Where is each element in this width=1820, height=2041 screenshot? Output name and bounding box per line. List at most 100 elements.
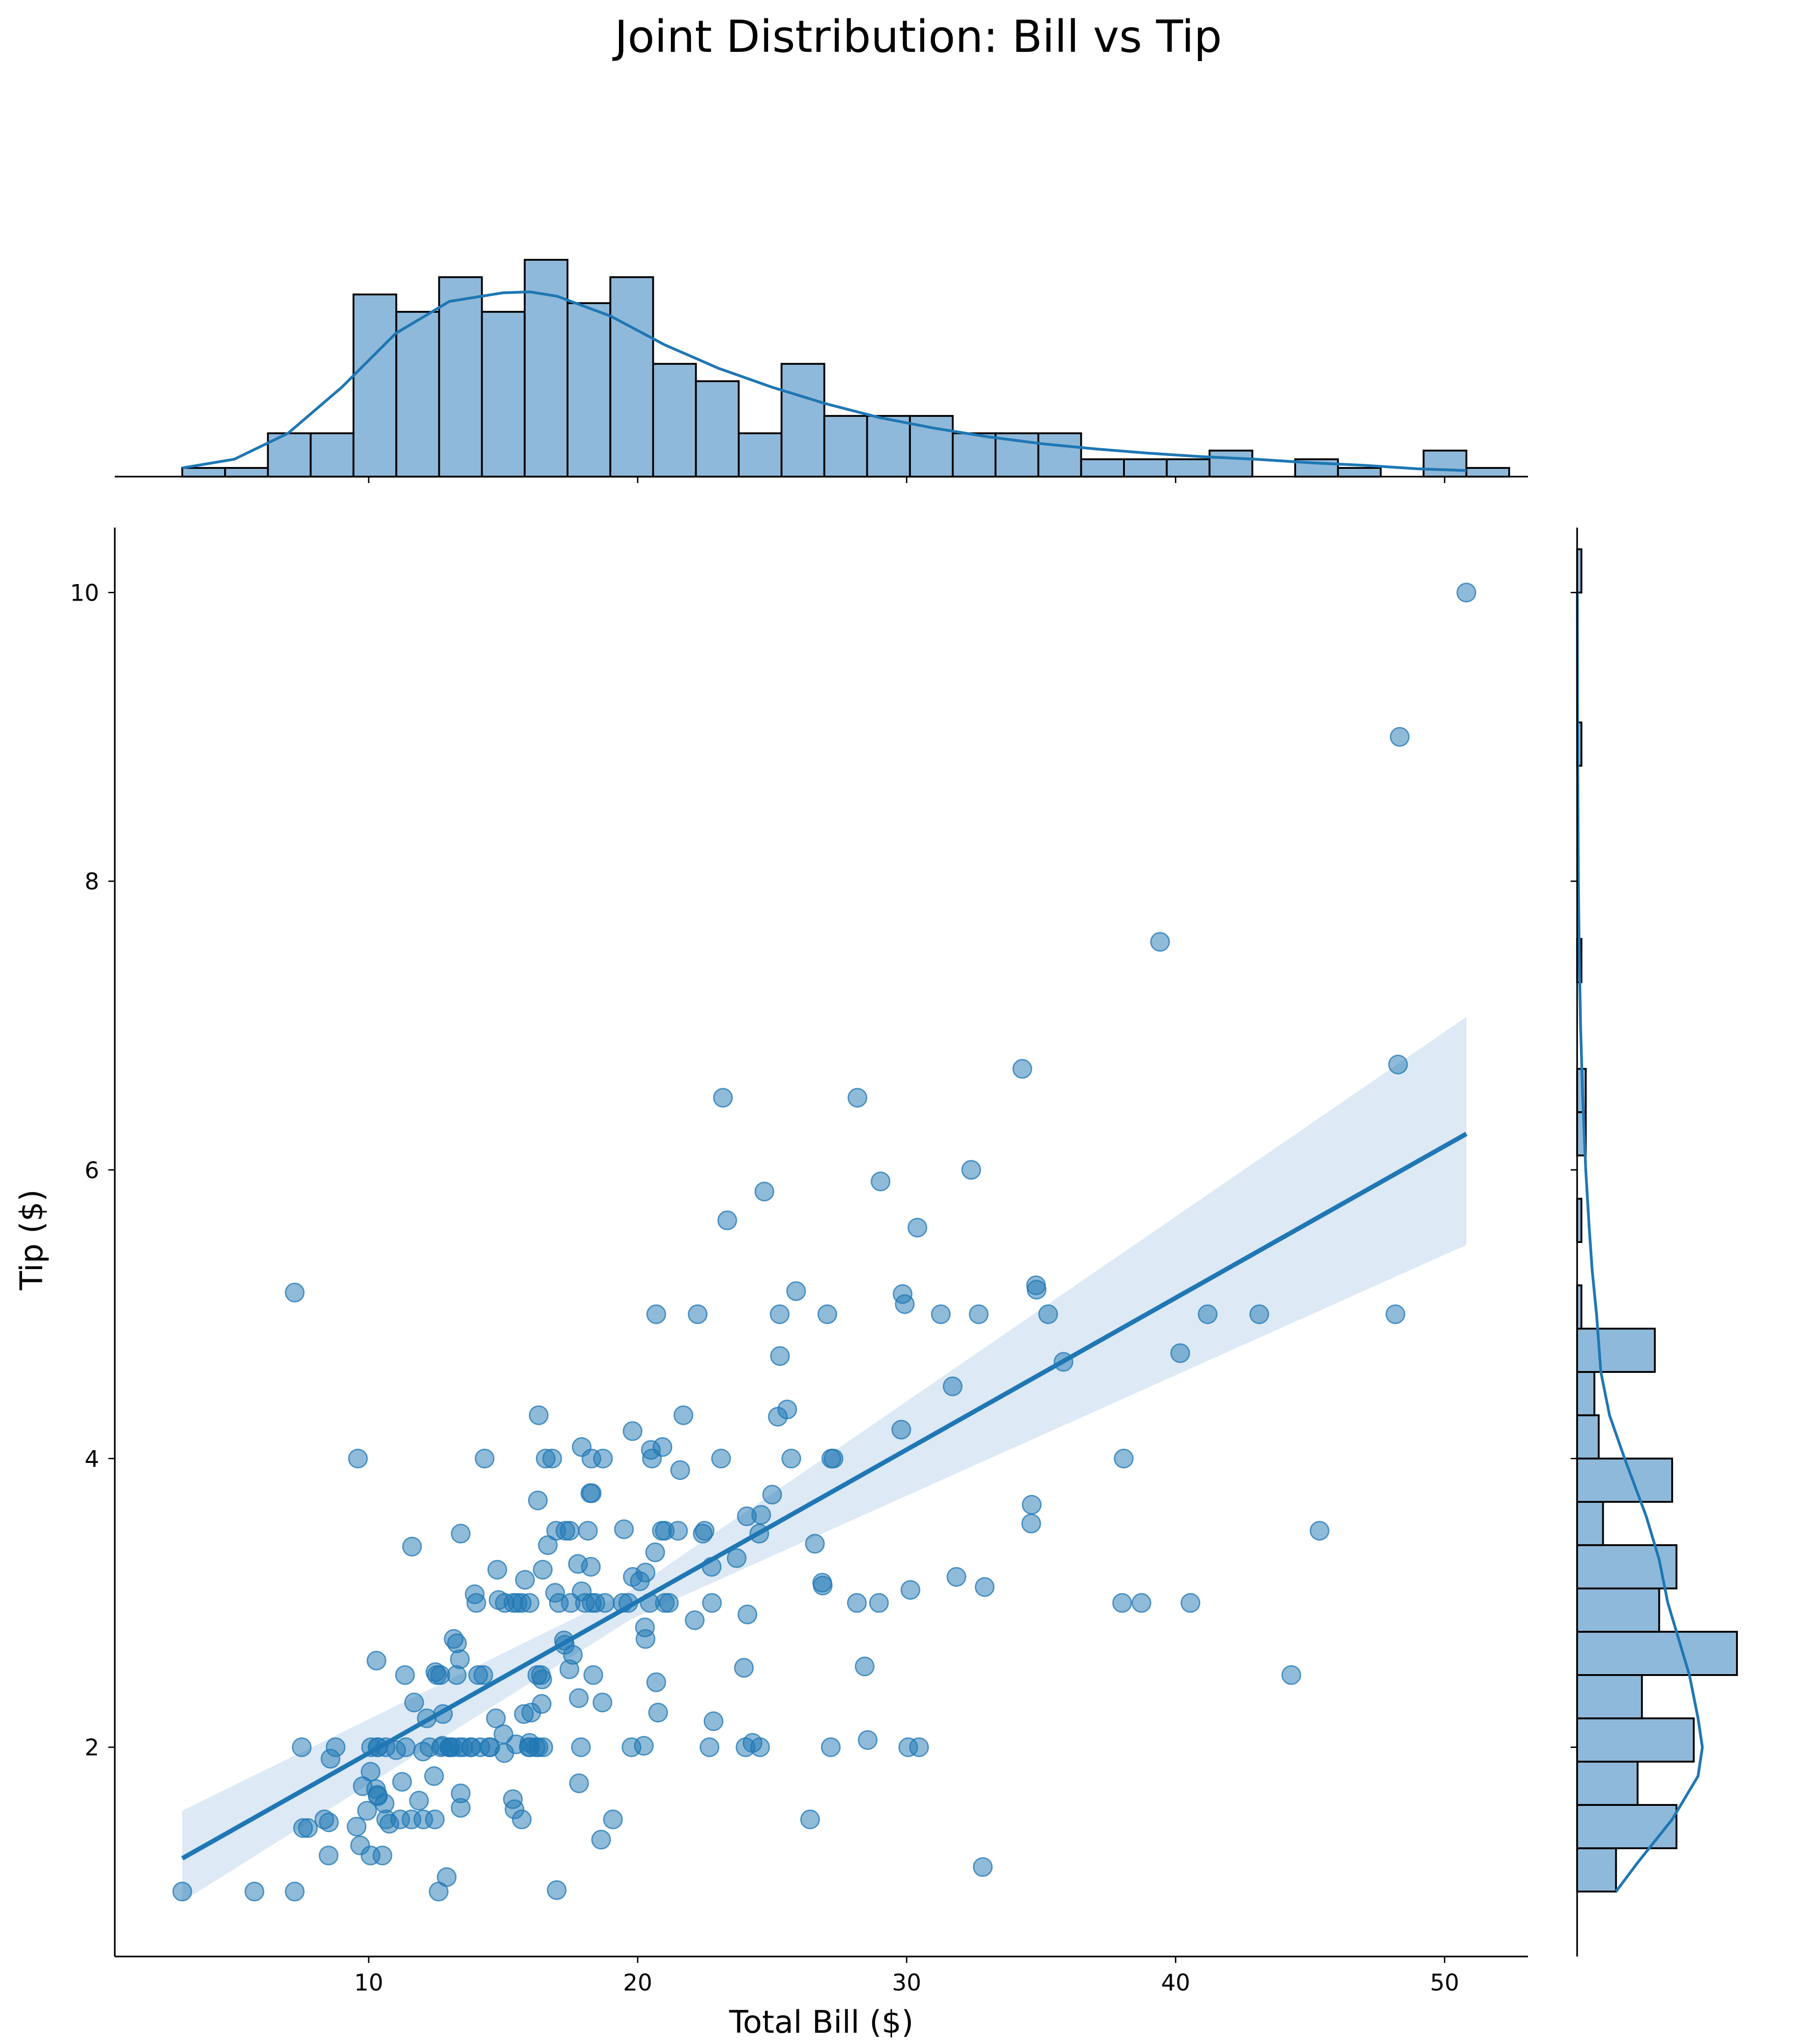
top-kde-curve <box>182 290 1466 472</box>
scatter-point <box>734 1658 754 1678</box>
scatter-point <box>404 1692 424 1713</box>
scatter-point <box>946 1567 966 1587</box>
scatter-point <box>285 1282 305 1303</box>
right-histogram-bars <box>1576 548 1738 1893</box>
scatter-point <box>646 1304 666 1324</box>
scatter-point <box>1112 1593 1132 1613</box>
right-kde-curve <box>1576 592 1704 1893</box>
scatter-point <box>645 1542 665 1563</box>
scatter-point <box>439 1737 460 1757</box>
scatter-point <box>768 1406 788 1427</box>
scatter-point <box>898 1737 918 1757</box>
scatter-point <box>900 1580 921 1600</box>
right-histogram-bar <box>1576 1674 1643 1720</box>
scatter-point <box>379 1814 399 1834</box>
top-histogram-bar <box>181 467 226 478</box>
scatter-point <box>375 1794 395 1814</box>
scatter-point <box>800 1809 820 1829</box>
top-marginal-histogram <box>115 259 1528 483</box>
scatter-point <box>858 1730 878 1750</box>
scatter-point <box>402 1536 422 1557</box>
scatter-point <box>532 1694 552 1714</box>
scatter-point <box>244 1882 264 1901</box>
scatter-point <box>285 1882 305 1901</box>
scatter-point <box>447 1665 467 1685</box>
top-histogram-bar <box>1166 458 1211 478</box>
scatter-point <box>893 1284 913 1304</box>
scatter-point <box>314 1809 334 1829</box>
scatter-point <box>646 1672 666 1692</box>
right-histogram-bar <box>1576 1847 1617 1893</box>
scatter-point <box>770 1346 790 1366</box>
scatter-point <box>526 1737 546 1757</box>
scatter-point <box>614 1519 634 1539</box>
scatter-point <box>487 1560 507 1580</box>
scatter-point <box>854 1656 875 1676</box>
scatter-point <box>348 1449 368 1468</box>
scatter-point <box>401 1809 421 1829</box>
scatter-point <box>713 1088 733 1108</box>
scatter-point <box>670 1460 690 1480</box>
scatter-point <box>595 1593 615 1613</box>
scatter-point <box>527 1665 547 1685</box>
scatter-point <box>528 1490 548 1511</box>
scatter-point <box>1022 1495 1042 1515</box>
y-tick-label: 2 <box>84 1734 99 1761</box>
scatter-point <box>580 1483 601 1503</box>
top-histogram-bar <box>224 467 269 478</box>
scatter-point <box>762 1484 782 1505</box>
scatter-point <box>693 1524 713 1544</box>
scatter-point <box>592 1692 612 1713</box>
scatter-point <box>593 1449 613 1468</box>
scatter-point <box>347 1816 367 1837</box>
x-tick-label: 30 <box>892 1969 921 1996</box>
scatter-point <box>571 1737 591 1757</box>
top-histogram-bar <box>1465 467 1511 478</box>
scatter-point <box>817 1304 837 1324</box>
scatter-point <box>736 1737 756 1757</box>
scatter-point <box>511 1809 532 1829</box>
scatter-point <box>623 1421 643 1441</box>
scatter-point <box>479 1737 499 1757</box>
scatter-point <box>366 1651 387 1671</box>
scatter-point <box>847 1593 867 1613</box>
scatter-point <box>685 1610 705 1631</box>
scatter-point <box>702 1593 722 1613</box>
scatter-point <box>869 1593 889 1613</box>
scatter-point <box>1150 932 1170 952</box>
right-marginal-histogram <box>1571 528 1738 1957</box>
scatter-point <box>648 1703 668 1723</box>
y-axis-ticks: 2 4 6 8 10 <box>70 579 115 1761</box>
scatter-point <box>1385 1304 1405 1324</box>
scatter-point <box>754 1181 775 1202</box>
top-histogram-bar <box>652 363 697 478</box>
right-histogram-bar <box>1576 1804 1678 1850</box>
scatter-point <box>319 1845 339 1866</box>
scatter-point <box>931 1304 951 1324</box>
scatter-point <box>515 1570 535 1590</box>
top-histogram-bar <box>1037 432 1082 478</box>
scatter-point <box>891 1420 911 1440</box>
top-histogram-bar <box>952 432 997 478</box>
right-histogram-bar <box>1576 1587 1660 1633</box>
scatter-point <box>583 1665 603 1685</box>
scatter-point <box>1170 1343 1190 1363</box>
scatter-point <box>786 1281 806 1301</box>
scatter-point <box>395 1665 415 1685</box>
scatter-point <box>578 1521 598 1541</box>
top-histogram-bar <box>438 276 483 478</box>
top-histogram-bar <box>352 293 398 478</box>
top-histogram-bars <box>181 259 1511 478</box>
scatter-point <box>1309 1521 1330 1541</box>
scatter-point <box>486 1708 506 1728</box>
scatter-point <box>506 1734 526 1754</box>
scatter-point <box>561 1593 581 1613</box>
y-axis-label: Tip ($) <box>14 1189 50 1290</box>
scatter-point <box>907 1218 927 1238</box>
scatter-point <box>969 1304 989 1324</box>
scatter-point <box>447 1633 467 1653</box>
scatter-point <box>292 1737 312 1757</box>
scatter-point <box>961 1160 981 1180</box>
